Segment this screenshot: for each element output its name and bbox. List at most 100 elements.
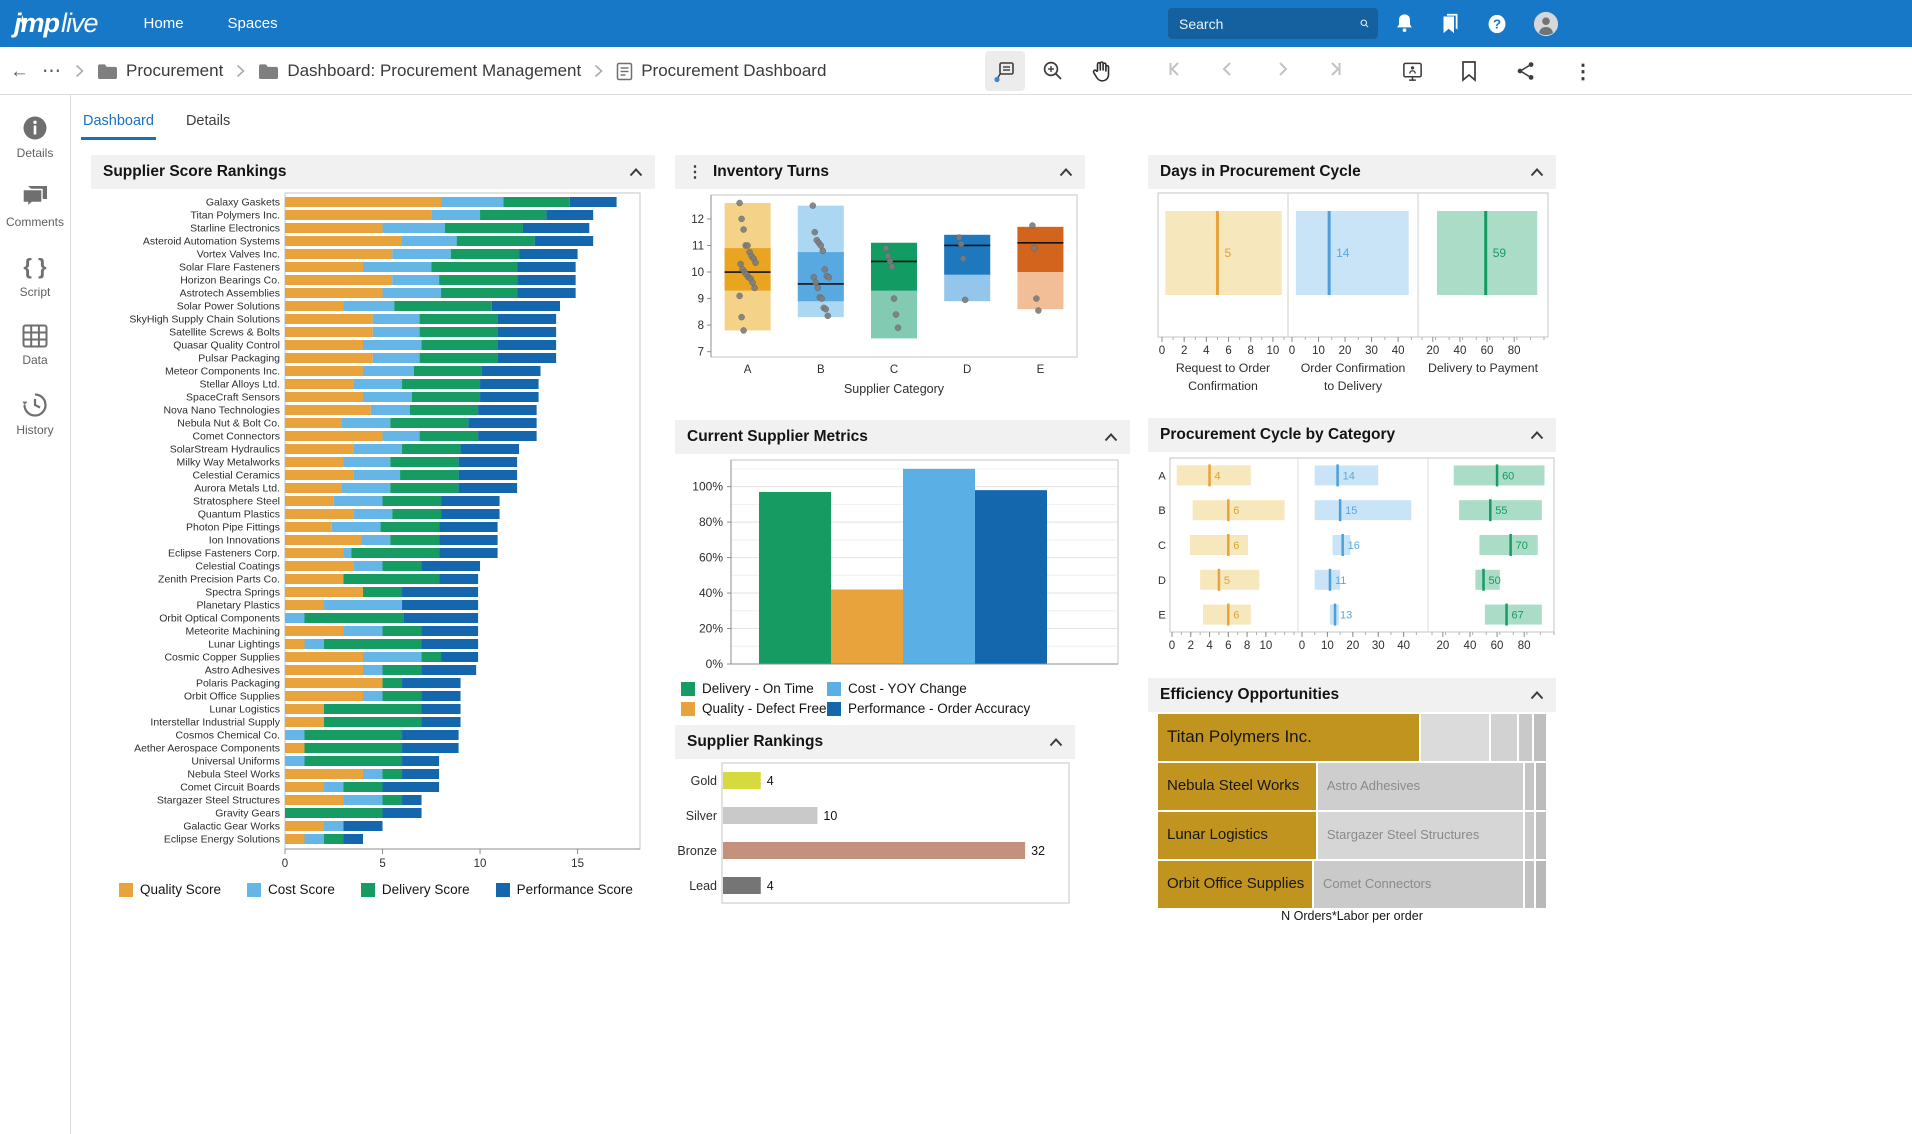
bar-segment[interactable] <box>382 496 442 506</box>
legend-item[interactable]: Delivery - On Time <box>681 681 827 696</box>
bar[interactable] <box>723 842 1026 859</box>
search-icon[interactable] <box>1360 15 1369 32</box>
bar-segment[interactable] <box>324 600 403 610</box>
bar-segment[interactable] <box>450 249 520 259</box>
bar-segment[interactable] <box>390 535 440 545</box>
bar-segment[interactable] <box>441 288 518 298</box>
bar-segment[interactable] <box>304 756 403 766</box>
bar-segment[interactable] <box>285 418 342 428</box>
jitter-point[interactable] <box>819 247 827 255</box>
treemap-cell-unlabeled[interactable] <box>1534 714 1546 761</box>
breadcrumb-item-procurement-dashboard[interactable]: Procurement Dashboard <box>616 61 826 81</box>
bar-segment[interactable] <box>343 457 391 467</box>
bar-segment[interactable] <box>363 366 414 376</box>
bar-segment[interactable] <box>285 795 344 805</box>
treemap-cell[interactable]: Orbit Office Supplies <box>1158 861 1312 908</box>
box-group[interactable] <box>797 202 844 320</box>
bar-segment[interactable] <box>285 613 305 623</box>
bar-segment[interactable] <box>534 236 594 246</box>
bar-segment[interactable] <box>382 561 422 571</box>
bar-segment[interactable] <box>503 197 570 207</box>
sidebar-item-script[interactable]: { } Script <box>19 254 51 299</box>
jitter-point[interactable] <box>809 202 817 209</box>
jitter-point[interactable] <box>744 242 751 249</box>
bar-segment[interactable] <box>419 327 498 337</box>
user-avatar[interactable] <box>1533 11 1559 37</box>
bar-segment[interactable] <box>353 561 383 571</box>
bar-segment[interactable] <box>304 743 403 753</box>
collapse-chevron-button[interactable] <box>1530 167 1544 177</box>
bar-segment[interactable] <box>460 444 520 454</box>
back-button[interactable]: ← <box>10 60 29 82</box>
bar-segment[interactable] <box>285 769 364 779</box>
bar-segment[interactable] <box>343 821 383 831</box>
jitter-point[interactable] <box>1033 295 1040 302</box>
bar-segment[interactable] <box>409 405 479 415</box>
bar-segment[interactable] <box>285 834 305 844</box>
bar-segment[interactable] <box>517 275 576 285</box>
box-group[interactable] <box>944 234 991 304</box>
jmp-live-logo[interactable]: jmplive <box>14 8 99 39</box>
bar-segment[interactable] <box>285 470 354 480</box>
bar-segment[interactable] <box>285 691 364 701</box>
bar-segment[interactable] <box>285 327 373 337</box>
bar-segment[interactable] <box>353 509 393 519</box>
bar-segment[interactable] <box>343 626 383 636</box>
bar-segment[interactable] <box>351 548 440 558</box>
bar-segment[interactable] <box>421 639 479 649</box>
bar-segment[interactable] <box>480 210 547 220</box>
box-quartile[interactable] <box>944 234 991 275</box>
sidebar-item-details[interactable]: Details <box>0 115 70 160</box>
bar-segment[interactable] <box>341 418 391 428</box>
bar-segment[interactable] <box>382 769 403 779</box>
bar-segment[interactable] <box>392 275 440 285</box>
box-group[interactable] <box>871 242 917 339</box>
bar-segment[interactable] <box>421 652 442 662</box>
bar-segment[interactable] <box>402 444 461 454</box>
bar-segment[interactable] <box>402 678 461 688</box>
bar-segment[interactable] <box>285 249 393 259</box>
bar-segment[interactable] <box>324 821 344 831</box>
bar-segment[interactable] <box>382 795 403 805</box>
bar-segment[interactable] <box>480 379 539 389</box>
jitter-point[interactable] <box>821 266 829 273</box>
bar-segment[interactable] <box>343 301 395 311</box>
bookmarks-icon[interactable] <box>1440 12 1461 35</box>
bar-segment[interactable] <box>363 587 403 597</box>
bar-segment[interactable] <box>402 743 459 753</box>
bar-segment[interactable] <box>439 275 518 285</box>
box-group[interactable] <box>724 199 771 334</box>
treemap-cell-unlabeled[interactable] <box>1524 763 1535 810</box>
collapse-chevron-button[interactable] <box>1530 690 1544 700</box>
sidebar-item-data[interactable]: Data <box>0 324 70 367</box>
tab-dashboard[interactable]: Dashboard <box>81 107 156 140</box>
bar-segment[interactable] <box>353 470 401 480</box>
search-box[interactable] <box>1168 8 1378 39</box>
bar-segment[interactable] <box>285 808 383 818</box>
bar-segment[interactable] <box>458 457 518 467</box>
search-input[interactable] <box>1168 15 1360 32</box>
bar[interactable] <box>831 589 903 664</box>
interval-band[interactable] <box>1202 604 1251 625</box>
collapse-chevron-button[interactable] <box>1059 167 1073 177</box>
bar[interactable] <box>723 877 761 894</box>
jitter-point[interactable] <box>814 284 822 292</box>
sidebar-item-history[interactable]: History <box>0 392 70 437</box>
interval-band[interactable] <box>1314 465 1379 486</box>
bar-segment[interactable] <box>421 691 461 701</box>
notifications-bell-icon[interactable] <box>1394 12 1415 35</box>
bar-segment[interactable] <box>285 197 442 207</box>
bar-segment[interactable] <box>324 834 344 844</box>
bar-segment[interactable] <box>304 639 325 649</box>
annotate-tool-button[interactable] <box>985 51 1025 91</box>
bar-segment[interactable] <box>413 366 483 376</box>
bar-segment[interactable] <box>285 821 325 831</box>
bar-segment[interactable] <box>468 418 537 428</box>
jitter-point[interactable] <box>1031 244 1038 252</box>
bar-segment[interactable] <box>394 301 492 311</box>
bar-segment[interactable] <box>353 379 403 389</box>
jitter-point[interactable] <box>740 226 747 233</box>
jitter-point[interactable] <box>890 295 898 302</box>
bar-segment[interactable] <box>285 626 344 636</box>
share-button[interactable] <box>1506 51 1546 91</box>
